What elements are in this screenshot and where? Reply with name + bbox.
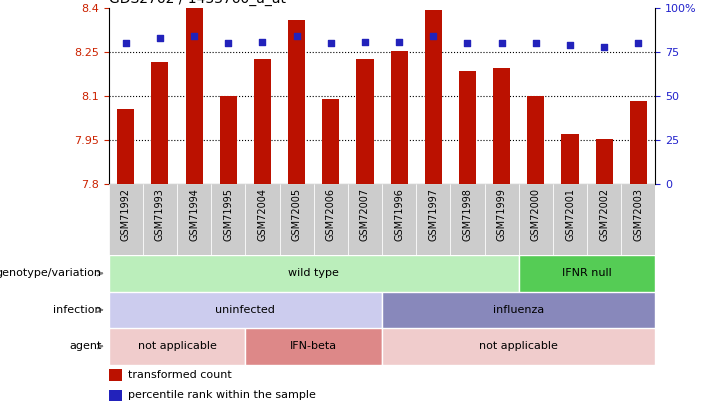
Bar bbox=[553, 184, 587, 255]
Bar bbox=[245, 328, 382, 364]
Bar bbox=[177, 184, 211, 255]
Bar bbox=[459, 71, 476, 184]
Text: GSM71997: GSM71997 bbox=[428, 188, 438, 241]
Text: GSM72004: GSM72004 bbox=[257, 188, 268, 241]
Bar bbox=[314, 184, 348, 255]
Bar bbox=[596, 139, 613, 184]
Text: GSM72007: GSM72007 bbox=[360, 188, 370, 241]
Text: GDS2762 / 1433760_a_at: GDS2762 / 1433760_a_at bbox=[109, 0, 285, 6]
Text: percentile rank within the sample: percentile rank within the sample bbox=[128, 390, 316, 400]
Text: transformed count: transformed count bbox=[128, 370, 232, 380]
Bar bbox=[109, 390, 122, 401]
Bar bbox=[382, 292, 655, 328]
Text: GSM71992: GSM71992 bbox=[121, 188, 131, 241]
Text: GSM72001: GSM72001 bbox=[565, 188, 575, 241]
Bar bbox=[245, 184, 280, 255]
Bar bbox=[484, 184, 519, 255]
Bar bbox=[382, 184, 416, 255]
Point bbox=[120, 40, 131, 47]
Text: genotype/variation: genotype/variation bbox=[0, 269, 102, 278]
Text: not applicable: not applicable bbox=[137, 341, 217, 351]
Text: infection: infection bbox=[53, 305, 102, 315]
Bar bbox=[621, 184, 655, 255]
Point bbox=[189, 33, 200, 40]
Bar bbox=[493, 68, 510, 184]
Point bbox=[360, 38, 371, 45]
Point bbox=[633, 40, 644, 47]
Text: IFNR null: IFNR null bbox=[562, 269, 612, 278]
Text: GSM72005: GSM72005 bbox=[292, 188, 301, 241]
Point bbox=[154, 35, 165, 41]
Text: GSM71998: GSM71998 bbox=[463, 188, 472, 241]
Bar bbox=[629, 100, 647, 184]
Bar bbox=[109, 292, 382, 328]
Point bbox=[393, 38, 404, 45]
Bar bbox=[211, 184, 245, 255]
Text: GSM72006: GSM72006 bbox=[326, 188, 336, 241]
Bar bbox=[587, 184, 621, 255]
Text: GSM71999: GSM71999 bbox=[496, 188, 507, 241]
Text: GSM71996: GSM71996 bbox=[394, 188, 404, 241]
Bar bbox=[143, 184, 177, 255]
Bar bbox=[519, 255, 655, 292]
Bar bbox=[382, 328, 655, 364]
Point bbox=[599, 44, 610, 50]
Bar bbox=[109, 369, 122, 381]
Text: GSM72000: GSM72000 bbox=[531, 188, 541, 241]
Bar bbox=[322, 99, 339, 184]
Point bbox=[325, 40, 336, 47]
Text: influenza: influenza bbox=[493, 305, 545, 315]
Bar bbox=[280, 184, 314, 255]
Point bbox=[496, 40, 508, 47]
Bar bbox=[254, 60, 271, 184]
Text: GSM71993: GSM71993 bbox=[155, 188, 165, 241]
Text: agent: agent bbox=[69, 341, 102, 351]
Bar bbox=[288, 20, 305, 184]
Bar bbox=[109, 328, 245, 364]
Bar bbox=[186, 8, 203, 184]
Bar bbox=[151, 62, 168, 184]
Point bbox=[428, 33, 439, 40]
Text: IFN-beta: IFN-beta bbox=[290, 341, 337, 351]
Bar bbox=[348, 184, 382, 255]
Bar bbox=[117, 109, 135, 184]
Text: GSM72003: GSM72003 bbox=[633, 188, 644, 241]
Bar bbox=[390, 51, 408, 184]
Bar bbox=[562, 134, 578, 184]
Text: uninfected: uninfected bbox=[215, 305, 275, 315]
Text: GSM71994: GSM71994 bbox=[189, 188, 199, 241]
Bar bbox=[109, 184, 143, 255]
Text: GSM72002: GSM72002 bbox=[599, 188, 609, 241]
Point bbox=[462, 40, 473, 47]
Bar bbox=[356, 60, 374, 184]
Text: GSM71995: GSM71995 bbox=[223, 188, 233, 241]
Text: wild type: wild type bbox=[288, 269, 339, 278]
Bar bbox=[416, 184, 451, 255]
Text: not applicable: not applicable bbox=[479, 341, 558, 351]
Point bbox=[223, 40, 234, 47]
Point bbox=[564, 42, 576, 48]
Bar bbox=[109, 255, 519, 292]
Bar bbox=[519, 184, 553, 255]
Point bbox=[291, 33, 302, 40]
Bar bbox=[219, 96, 237, 184]
Bar bbox=[527, 96, 545, 184]
Point bbox=[530, 40, 541, 47]
Bar bbox=[451, 184, 484, 255]
Bar bbox=[425, 10, 442, 184]
Point bbox=[257, 38, 268, 45]
